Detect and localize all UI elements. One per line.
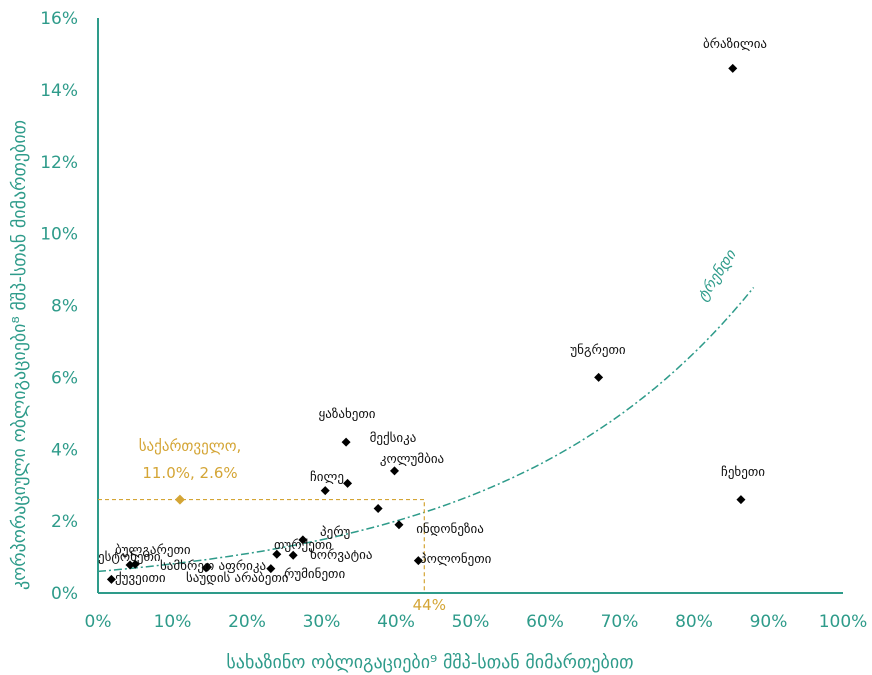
- y-tick-labels: 0% 2% 4% 6% 8% 10% 12% 14% 16%: [40, 9, 78, 604]
- data-points: [106, 63, 746, 584]
- data-point-label: ჩილე: [310, 470, 344, 485]
- data-point: [320, 486, 330, 496]
- x-tick-label: 100%: [819, 612, 868, 632]
- x-tick-label: 40%: [377, 612, 415, 632]
- x-tick-labels: 0% 10% 20% 30% 40% 50% 60% 70% 80% 90% 100%: [85, 612, 868, 632]
- y-tick-label: 10%: [40, 225, 78, 245]
- data-point: [125, 560, 135, 570]
- highlight-ref-x-label: 44%: [413, 596, 446, 614]
- x-tick-label: 90%: [750, 612, 788, 632]
- x-axis-title: სახაზინო ობლიგაციები⁹ მშპ-სთან მიმართები…: [226, 652, 633, 673]
- y-tick-label: 0%: [51, 584, 78, 604]
- data-point-label: ქუვეითი: [115, 571, 166, 586]
- y-tick-label: 4%: [51, 440, 78, 460]
- y-tick-label: 8%: [51, 297, 78, 317]
- data-point-label: უნგრეთი: [570, 343, 625, 358]
- data-point: [266, 564, 276, 574]
- data-point: [288, 550, 298, 560]
- data-point-label: პერუ: [320, 525, 351, 540]
- data-point-label: ყაზახეთი: [319, 407, 376, 422]
- data-point-labels: ბრაზილია უნგრეთი ჩეხეთი ყაზახეთი მექსიკა კოლუ…: [98, 37, 767, 586]
- data-point-label: თურქეთი: [274, 538, 332, 553]
- highlight-label-line1: საქართველო,: [139, 437, 242, 455]
- trendline: [97, 287, 755, 573]
- y-tick-label: 2%: [51, 512, 78, 532]
- x-tick-label: 70%: [601, 612, 639, 632]
- data-point: [298, 535, 308, 545]
- highlight-reference-lines: [98, 498, 425, 593]
- data-point: [394, 520, 404, 530]
- y-tick-label: 12%: [40, 153, 78, 173]
- x-tick-label: 60%: [526, 612, 564, 632]
- data-point-label: ინდონეზია: [416, 522, 484, 537]
- data-point-label: რუმინეთი: [284, 567, 345, 582]
- data-point-label: ჩეხეთი: [721, 465, 765, 480]
- data-point: [390, 466, 400, 476]
- x-tick-label: 10%: [154, 612, 192, 632]
- data-point-label: ბრაზილია: [703, 37, 767, 52]
- data-point: [594, 372, 604, 382]
- x-tick-label: 80%: [675, 612, 713, 632]
- highlight-label-line2: 11.0%, 2.6%: [142, 464, 237, 482]
- data-point: [413, 556, 423, 566]
- x-tick-label: 30%: [303, 612, 341, 632]
- data-point: [373, 504, 383, 514]
- x-tick-label: 20%: [228, 612, 266, 632]
- highlight-georgia: საქართველო, 11.0%, 2.6% 44%: [98, 437, 446, 614]
- x-tick-label: 50%: [452, 612, 490, 632]
- data-point: [343, 478, 353, 488]
- data-point-label: ესტონეთი: [98, 550, 161, 565]
- data-point-label: პოლონეთი: [420, 552, 492, 567]
- data-point: [728, 63, 738, 73]
- data-point-label: საუდის არაბეთი: [186, 571, 289, 586]
- data-point-label: კოლუმბია: [380, 452, 444, 467]
- data-point-label: ბულგარეთი: [115, 543, 191, 558]
- data-point: [272, 549, 282, 559]
- trendline-label: ტრენდი: [693, 245, 740, 304]
- y-tick-label: 6%: [51, 368, 78, 388]
- data-point-label: მექსიკა: [370, 431, 417, 446]
- data-point-label: ხორვატია: [310, 548, 372, 563]
- data-point: [106, 574, 116, 584]
- data-point: [341, 437, 351, 447]
- data-point: [201, 563, 211, 573]
- data-point: [736, 495, 746, 505]
- data-point-label: სამხრეთ აფრიკა: [160, 559, 266, 574]
- y-tick-label: 14%: [40, 81, 78, 101]
- x-tick-label: 0%: [85, 612, 112, 632]
- y-tick-label: 16%: [40, 9, 78, 29]
- highlight-point: [174, 494, 185, 505]
- y-axis-title: კორპორაციული ობლიგაციები⁸ მშპ-სთან მიმარ…: [9, 120, 30, 590]
